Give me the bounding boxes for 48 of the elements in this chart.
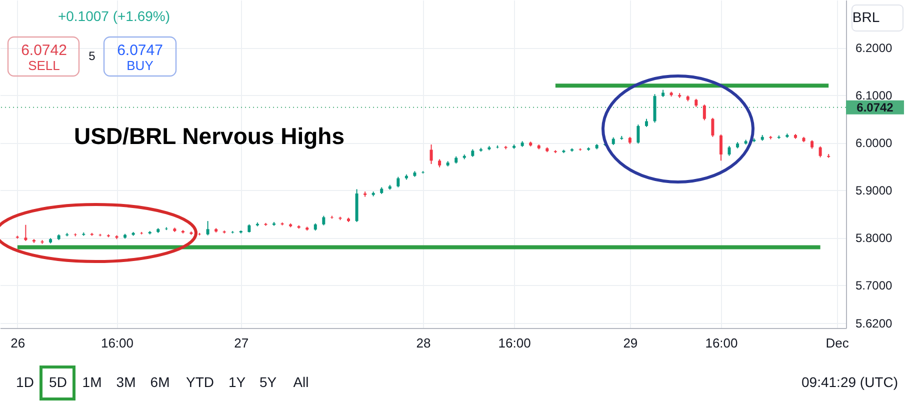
text: All	[293, 374, 309, 390]
annotation: 5	[88, 49, 96, 63]
text: 6M	[150, 374, 170, 390]
y-tick-label: 5.8000	[856, 231, 893, 246]
candlestick	[24, 224, 28, 242]
x-tick-label: 26	[10, 336, 26, 350]
candlestick	[728, 145, 731, 156]
candlestick	[74, 232, 77, 237]
candlestick	[719, 134, 722, 162]
x-tick-label: Dec	[826, 336, 850, 350]
text: 5Y	[259, 374, 278, 390]
candlestick	[396, 176, 400, 188]
text: BRL	[852, 9, 880, 25]
candlestick	[322, 215, 326, 226]
candlestick	[702, 104, 706, 121]
candlestick	[430, 144, 433, 164]
candlestick	[206, 220, 210, 236]
text: 1D	[16, 374, 34, 390]
candlestick	[164, 226, 168, 231]
x-tick-label: 28	[416, 336, 431, 350]
y-tick-label: 5.9000	[856, 184, 893, 198]
x-tick-label: 16:00	[705, 336, 738, 350]
text: USD/BRL Nervous Highs	[74, 123, 345, 149]
text: 1M	[82, 374, 102, 390]
text: YTD	[186, 374, 214, 390]
x-tick-label: 27	[234, 336, 249, 350]
ref-line-label: 6.0742	[856, 100, 894, 114]
annotation: BUY	[126, 58, 154, 73]
annotation: SELL	[28, 58, 60, 73]
y-tick-label: 6.0000	[856, 136, 893, 150]
annotation: 6.0742	[21, 42, 67, 59]
annotation: 6.0747	[117, 42, 163, 59]
text: 3M	[116, 374, 136, 390]
y-tick-label: 6.2000	[856, 41, 893, 56]
candlestick	[496, 144, 499, 149]
text: 1Y	[228, 374, 246, 390]
y-tick-label: 5.7000	[856, 278, 893, 293]
x-tick-label: 29	[623, 336, 638, 350]
y-tick-label: 5.6200	[856, 316, 893, 331]
text: 5D	[49, 374, 67, 390]
text: 09:41:29 (UTC)	[802, 374, 898, 390]
x-tick-label: 16:00	[100, 336, 134, 350]
y-tick-label: 6.1000	[856, 88, 893, 103]
annotation: +0.1007 (+1.69%)	[58, 8, 170, 24]
candlestick	[711, 117, 714, 138]
candlestick	[818, 146, 822, 158]
candlestick	[636, 124, 640, 144]
x-tick-label: 16:00	[498, 336, 531, 350]
